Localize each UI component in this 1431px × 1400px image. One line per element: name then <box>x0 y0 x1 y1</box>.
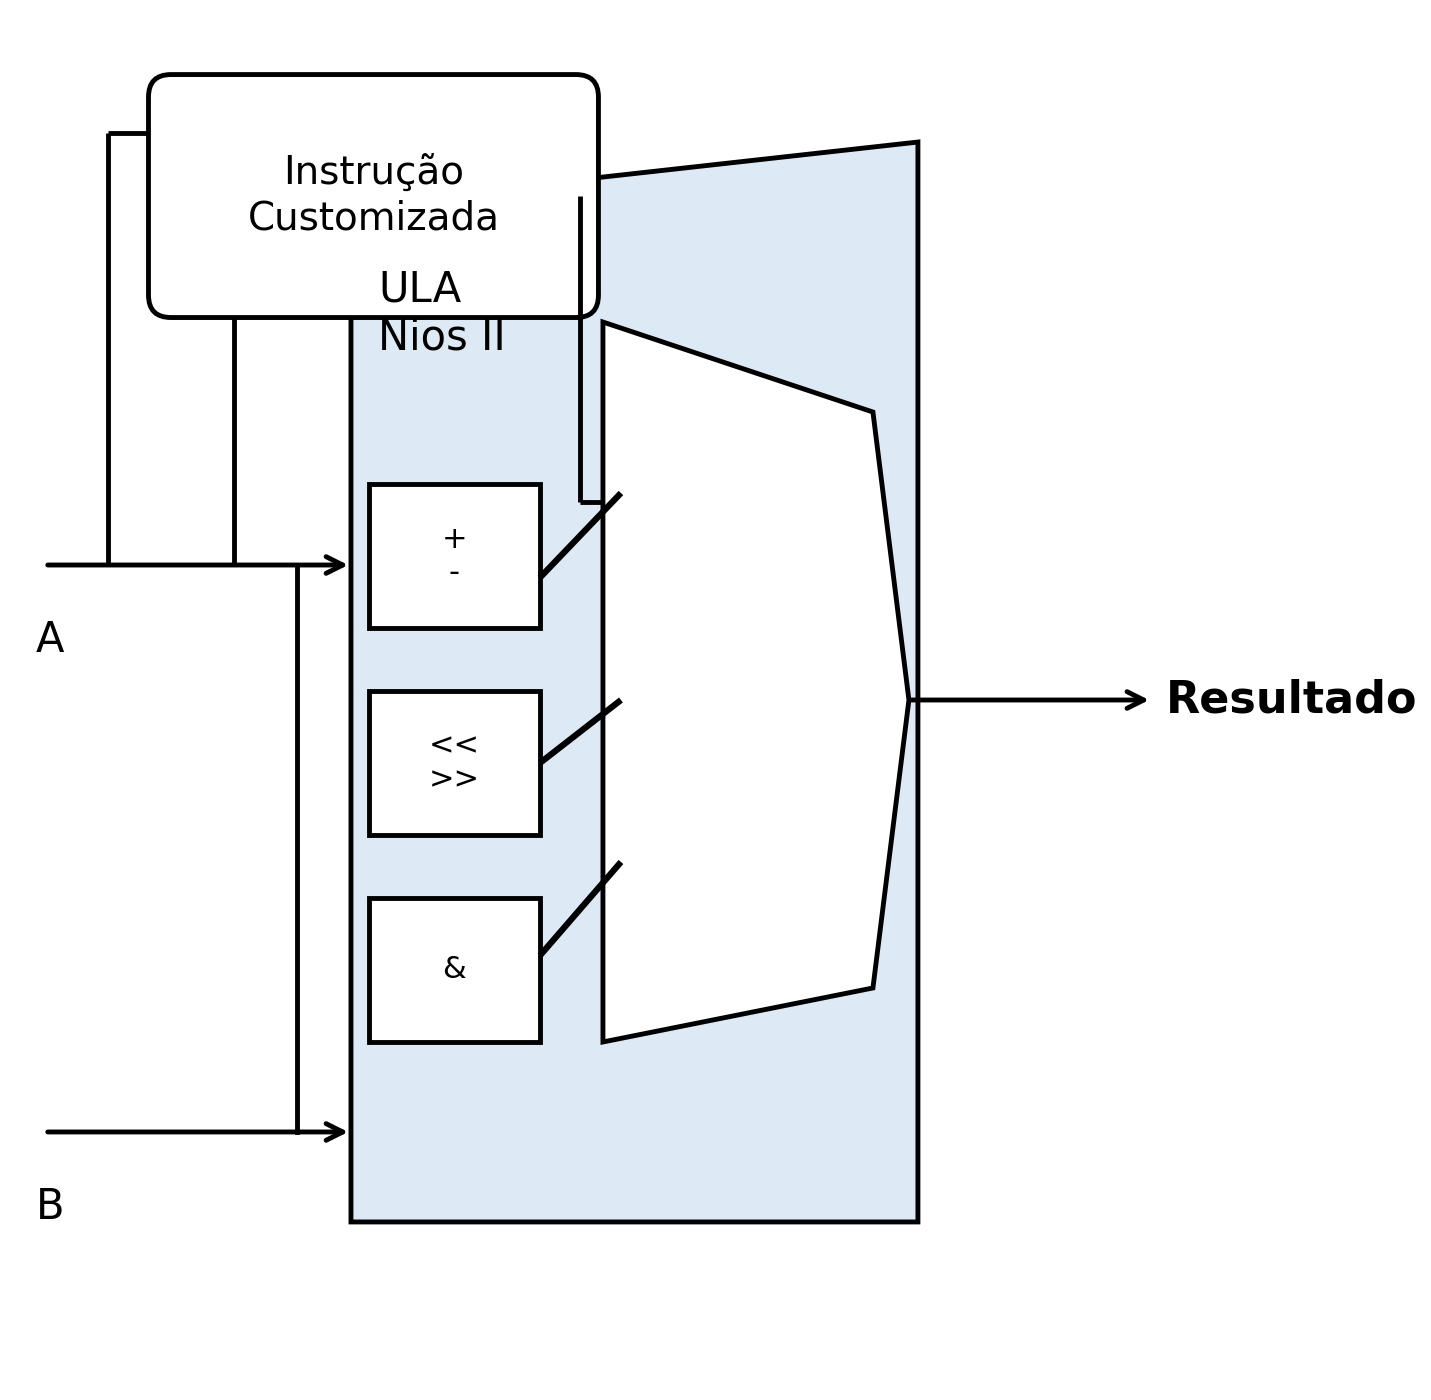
FancyBboxPatch shape <box>369 484 539 629</box>
FancyBboxPatch shape <box>149 74 598 318</box>
Polygon shape <box>351 141 917 1222</box>
Text: +
-: + - <box>442 525 468 588</box>
Text: Resultado: Resultado <box>1165 679 1417 721</box>
Polygon shape <box>602 322 909 1042</box>
Text: B: B <box>36 1186 64 1228</box>
FancyBboxPatch shape <box>369 692 539 834</box>
Text: Instrução
Customizada: Instrução Customizada <box>248 155 499 237</box>
FancyBboxPatch shape <box>369 897 539 1042</box>
Text: ULA
Nios II: ULA Nios II <box>378 267 505 358</box>
Text: <<
>>: << >> <box>429 732 479 794</box>
Text: A: A <box>36 619 64 661</box>
Text: &: & <box>442 955 467 984</box>
